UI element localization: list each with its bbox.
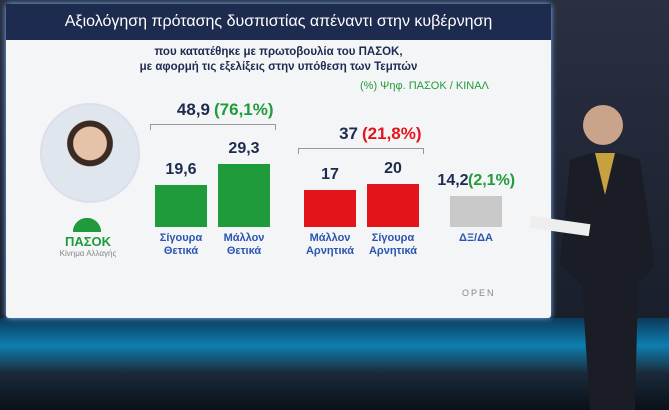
value-label: 20 xyxy=(384,160,402,177)
bar xyxy=(155,184,207,227)
value-label: 29,3 xyxy=(228,140,260,157)
logo-sun xyxy=(60,210,114,232)
bar xyxy=(450,196,502,227)
group-bracket xyxy=(150,124,276,130)
category-label: ΔΞ/ΔΑ xyxy=(459,232,493,244)
category-label: Μάλλον Αρνητικά xyxy=(305,232,355,257)
title: Αξιολόγηση πρότασης δυσπιστίας απέναντι … xyxy=(6,4,551,40)
channel-logo: OPEN xyxy=(462,288,496,298)
logo-name: ΠΑΣΟΚ xyxy=(64,234,112,249)
value-label: 19,6 xyxy=(165,160,197,178)
group-share: (21,8%) xyxy=(362,124,422,143)
value-label: 17 xyxy=(321,166,339,184)
bar xyxy=(218,164,270,227)
subtitle: με αφορμή τις εξελίξεις στην υπόθεση των… xyxy=(139,61,418,73)
group-total: 48,9 xyxy=(176,100,210,119)
bar xyxy=(304,190,356,227)
category-label: Σίγουρα Αρνητικά xyxy=(368,232,418,257)
subtitle: που κατατέθηκε με πρωτοβουλία του ΠΑΣΟΚ, xyxy=(154,46,403,58)
group-bracket xyxy=(298,148,424,154)
presenter xyxy=(529,105,655,410)
bar xyxy=(367,184,419,227)
value-label: 14,2 xyxy=(437,172,469,190)
studio-floor xyxy=(0,318,669,410)
group-share: (76,1%) xyxy=(214,100,274,119)
category-label: Μάλλον Θετικά xyxy=(223,232,265,257)
photo xyxy=(40,103,140,203)
note: (%) Ψηφ. ΠΑΣΟΚ / ΚΙΝΑΛ xyxy=(360,80,489,92)
logo-tagline: Κίνημα Αλλαγής xyxy=(59,249,117,258)
category-label: Σίγουρα Θετικά xyxy=(159,232,203,257)
group-total: 37 xyxy=(339,124,358,143)
dk-share: (2,1%) xyxy=(468,172,516,190)
